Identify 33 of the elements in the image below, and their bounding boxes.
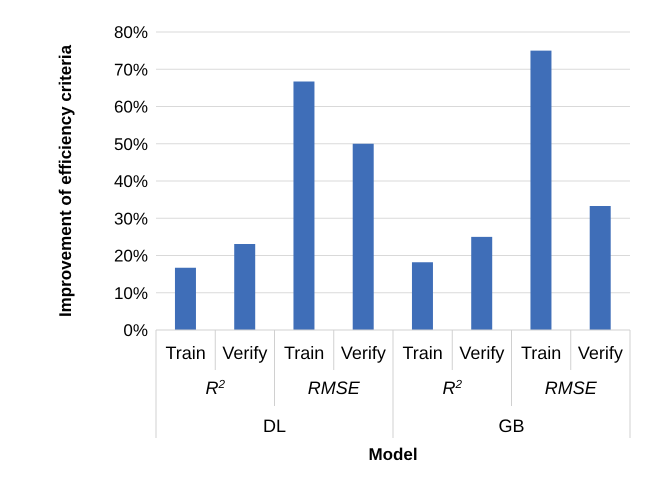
bar xyxy=(471,236,492,330)
bar xyxy=(234,244,256,330)
y-tick-label: 80% xyxy=(114,23,148,42)
bar xyxy=(174,268,196,330)
y-tick-label: 70% xyxy=(114,60,148,80)
bar xyxy=(530,50,552,330)
x-tick-label: Train xyxy=(402,342,443,363)
x-tick-label: Train xyxy=(165,342,206,363)
x-axis-title: Model xyxy=(368,445,418,464)
bar xyxy=(293,82,314,330)
text: DL xyxy=(262,416,286,436)
text: R$^{2}$ xyxy=(442,378,462,398)
text: RMSE xyxy=(544,378,598,398)
y-tick-label: 0% xyxy=(123,321,148,340)
text: RMSE xyxy=(308,378,361,398)
y-tick-label: 50% xyxy=(114,134,148,154)
x-tick-label: Verify xyxy=(222,342,268,363)
text: R$^{2}$ xyxy=(205,378,226,398)
y-tick-label: 10% xyxy=(114,284,148,303)
bar xyxy=(352,144,374,330)
bar xyxy=(590,206,611,330)
text: GB xyxy=(498,416,525,436)
bar xyxy=(412,262,433,330)
x-tick-label: Train xyxy=(284,342,324,363)
y-tick-label: 20% xyxy=(114,246,148,266)
x-tick-label: Verify xyxy=(578,342,623,363)
y-tick-label: 30% xyxy=(114,209,148,228)
x-tick-label: Verify xyxy=(459,342,504,363)
y-tick-label: 40% xyxy=(114,172,148,192)
x-tick-label: Verify xyxy=(340,342,386,363)
y-tick-label: 60% xyxy=(114,98,148,117)
x-tick-label: Train xyxy=(520,342,562,363)
y-axis-title: Improvement of efficiency criteria xyxy=(56,44,75,318)
